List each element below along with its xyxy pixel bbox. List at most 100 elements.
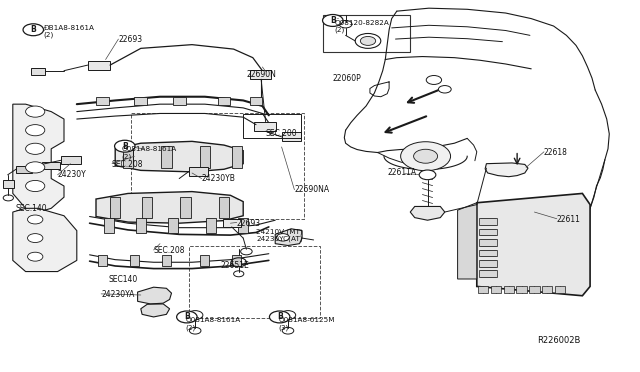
Polygon shape xyxy=(115,141,243,172)
Bar xyxy=(134,97,147,105)
Bar xyxy=(243,114,301,138)
Text: 22693: 22693 xyxy=(237,219,261,228)
Bar xyxy=(123,146,133,168)
Circle shape xyxy=(438,86,451,93)
Circle shape xyxy=(26,180,45,192)
Text: SEC.140: SEC.140 xyxy=(16,204,47,213)
Text: B: B xyxy=(184,312,189,321)
Text: Õ08120-8282A
(2): Õ08120-8282A (2) xyxy=(335,19,390,33)
Bar xyxy=(88,61,110,70)
Bar xyxy=(189,167,208,176)
Bar xyxy=(491,286,501,293)
Bar xyxy=(104,218,114,232)
Circle shape xyxy=(28,215,43,224)
Circle shape xyxy=(188,311,203,320)
Bar xyxy=(323,15,410,52)
Bar xyxy=(219,197,229,218)
Bar xyxy=(479,239,497,246)
Bar xyxy=(479,218,497,225)
Circle shape xyxy=(276,234,289,241)
Bar xyxy=(61,156,81,164)
Circle shape xyxy=(177,311,197,323)
Text: 22618: 22618 xyxy=(544,148,568,157)
Bar xyxy=(250,70,271,79)
Polygon shape xyxy=(477,193,590,296)
Circle shape xyxy=(26,106,45,117)
Text: 22060P: 22060P xyxy=(333,74,362,83)
Circle shape xyxy=(360,36,376,45)
Bar xyxy=(3,180,14,188)
Bar xyxy=(555,286,565,293)
Text: SEC140: SEC140 xyxy=(109,275,138,284)
Bar xyxy=(110,197,120,218)
Polygon shape xyxy=(458,203,477,279)
Bar xyxy=(238,218,248,232)
Polygon shape xyxy=(138,287,172,304)
Bar xyxy=(232,146,242,168)
Bar xyxy=(142,197,152,218)
Bar xyxy=(478,286,488,293)
Text: 22611A: 22611A xyxy=(387,169,417,177)
Circle shape xyxy=(23,24,44,36)
Text: B: B xyxy=(31,25,36,34)
Text: 22690N: 22690N xyxy=(246,70,276,79)
Bar xyxy=(173,97,186,105)
Bar xyxy=(16,166,32,173)
Bar xyxy=(200,255,209,266)
Polygon shape xyxy=(410,206,445,220)
Bar xyxy=(479,270,497,277)
Text: 24230Y: 24230Y xyxy=(58,170,86,179)
Circle shape xyxy=(28,252,43,261)
Bar xyxy=(223,219,241,227)
Circle shape xyxy=(401,142,451,171)
Circle shape xyxy=(413,149,438,163)
Text: SEC.208: SEC.208 xyxy=(112,160,143,169)
Bar xyxy=(96,97,109,105)
Bar xyxy=(180,197,191,218)
Text: B: B xyxy=(122,142,127,151)
Bar xyxy=(136,218,146,232)
Bar xyxy=(479,250,497,256)
Text: 22690NA: 22690NA xyxy=(294,185,330,194)
Circle shape xyxy=(28,234,43,243)
Text: 24210V (MT)
24230YC(AT): 24210V (MT) 24230YC(AT) xyxy=(256,228,303,242)
Bar xyxy=(98,255,107,266)
Bar xyxy=(31,68,45,75)
Text: SEC.208: SEC.208 xyxy=(154,246,185,255)
Polygon shape xyxy=(485,163,528,177)
Text: 24230YA: 24230YA xyxy=(101,290,134,299)
Text: B: B xyxy=(330,16,335,25)
Circle shape xyxy=(419,170,436,180)
Bar xyxy=(218,97,230,105)
Polygon shape xyxy=(13,208,77,272)
Circle shape xyxy=(26,162,45,173)
Polygon shape xyxy=(13,104,64,212)
Circle shape xyxy=(323,15,343,26)
Bar xyxy=(504,286,514,293)
Text: R226002B: R226002B xyxy=(538,336,581,345)
Text: 22611: 22611 xyxy=(557,215,580,224)
Bar xyxy=(250,97,262,105)
Bar xyxy=(254,122,276,131)
Bar xyxy=(542,286,552,293)
Circle shape xyxy=(280,311,296,320)
Text: Õ081A8-8161A
(2): Õ081A8-8161A (2) xyxy=(186,317,241,331)
Bar xyxy=(130,255,139,266)
Circle shape xyxy=(26,143,45,154)
Text: 22651E: 22651E xyxy=(221,262,250,270)
Text: SEC.200: SEC.200 xyxy=(266,129,297,138)
Text: 24230YB: 24230YB xyxy=(202,174,236,183)
Circle shape xyxy=(115,140,135,152)
Polygon shape xyxy=(275,229,302,246)
Bar xyxy=(162,255,171,266)
Text: ÐB1A8-8161A
(2): ÐB1A8-8161A (2) xyxy=(44,25,95,38)
Bar xyxy=(42,162,60,169)
Text: Õ081A8-6125M
(3): Õ081A8-6125M (3) xyxy=(278,317,335,331)
Bar xyxy=(516,286,527,293)
Bar xyxy=(168,218,178,232)
Bar xyxy=(479,260,497,267)
Bar xyxy=(161,146,172,168)
Bar xyxy=(206,218,216,232)
Bar xyxy=(282,132,301,141)
Text: B: B xyxy=(277,312,282,321)
